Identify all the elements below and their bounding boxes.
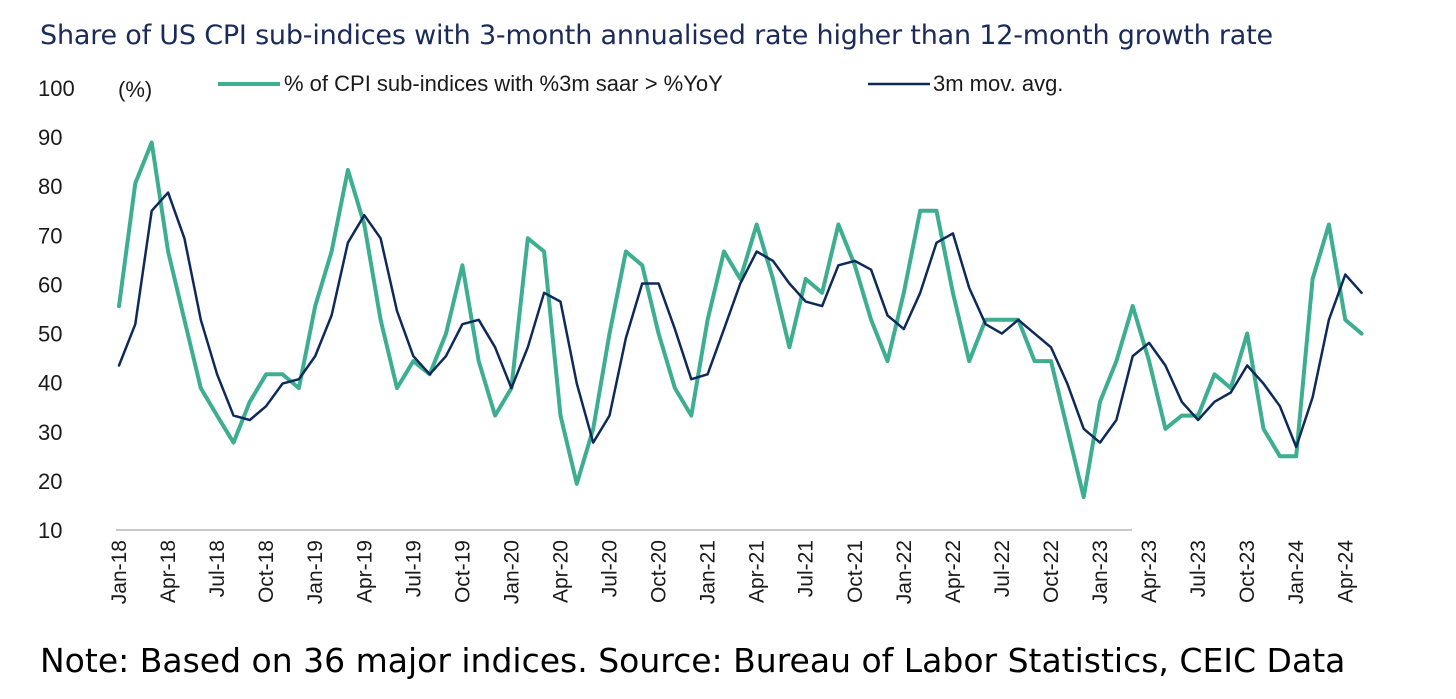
series-lines [117,140,1364,500]
x-tick-label: Jan-20 [500,540,523,604]
y-tick-label: 60 [38,272,62,297]
x-tick-label: Apr-19 [353,540,376,603]
x-tick-label: Apr-18 [157,540,180,603]
chart-title: Share of US CPI sub-indices with 3-month… [40,20,1273,51]
x-tick-label: Apr-24 [1334,540,1357,603]
y-axis: 10 20 30 40 50 60 70 80 90 100 [38,76,75,543]
x-tick-label: Oct-18 [255,540,278,603]
y-tick-label: 50 [38,322,62,347]
series-line-3m-moving-average [117,191,1363,449]
x-tick-label: Oct-19 [451,540,474,603]
x-tick-label: Jul-20 [599,540,622,597]
x-axis: Jan-18 Apr-18 Jul-18 Oct-18 Jan-19 Apr-19 Jul-… [108,529,1357,605]
x-tick-label: Apr-21 [746,540,769,603]
legend: % of CPI sub-indices with %3m saar > %Yo… [218,71,1063,96]
x-tick-label: Apr-20 [549,540,572,603]
x-tick-label: Oct-20 [648,540,671,603]
x-tick-label: Jan-24 [1285,540,1308,605]
y-tick-label: 10 [38,518,62,543]
x-tick-label: Jul-19 [402,540,425,597]
y-tick-label: 80 [38,174,62,199]
x-tick-label: Oct-23 [1236,540,1259,603]
y-tick-label: 20 [38,469,62,494]
source-note: Note: Based on 36 major indices. Source:… [40,641,1346,680]
x-tick-label: Jul-21 [795,540,818,597]
legend-label-series-1: % of CPI sub-indices with %3m saar > %Yo… [284,71,723,96]
x-tick-label: Jul-23 [1187,540,1210,597]
y-tick-label: 100 [38,76,75,101]
y-tick-label: 30 [38,420,62,445]
y-axis-unit-label: (%) [118,77,152,102]
y-tick-label: 40 [38,371,62,396]
x-tick-label: Jul-22 [991,540,1014,597]
x-tick-label: Jan-19 [304,540,327,604]
x-tick-label: Jan-23 [1089,540,1112,604]
line-chart: 10 20 30 40 50 60 70 80 90 100 (%) Jan-18 Apr-18 Ju… [38,71,1364,605]
series-line-share-sub-indices [117,140,1364,500]
y-tick-label: 70 [38,223,62,248]
x-tick-label: Jan-21 [697,540,720,604]
x-tick-label: Apr-22 [942,540,965,603]
x-tick-label: Apr-23 [1138,540,1161,603]
x-tick-label: Oct-21 [844,540,867,603]
x-tick-label: Oct-22 [1040,540,1063,603]
legend-label-series-2: 3m mov. avg. [933,71,1063,96]
y-tick-label: 90 [38,125,62,150]
x-tick-label: Jul-18 [206,540,229,597]
x-tick-label: Jan-22 [893,540,916,604]
x-tick-label: Jan-18 [108,540,131,604]
